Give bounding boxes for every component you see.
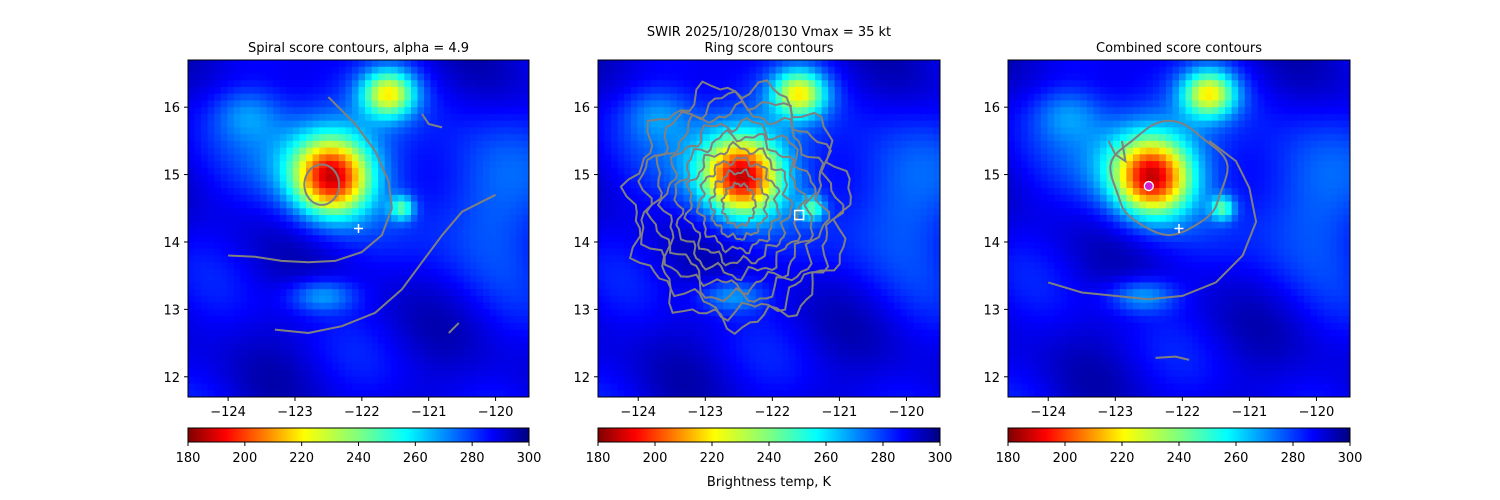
x-tick-label: −123 — [277, 405, 313, 420]
panel-title: Combined score contours — [1096, 41, 1262, 56]
contour-fragment — [1107, 140, 1127, 164]
contour-ring — [695, 156, 782, 255]
contour-combined-band — [1047, 140, 1258, 301]
colorbar-tick-label: 260 — [814, 451, 839, 466]
contour-outer-band — [274, 193, 497, 335]
colorbar-tick-label: 180 — [996, 451, 1021, 466]
colorbar-tick-label: 220 — [289, 451, 314, 466]
y-tick-label: 12 — [573, 371, 590, 386]
colorbar-tick-label: 200 — [232, 451, 257, 466]
contour-inner-loop — [303, 163, 341, 206]
score-contours — [228, 96, 497, 335]
colorbar-tick-label: 240 — [1167, 451, 1192, 466]
x-tick-label: −124 — [620, 405, 656, 420]
score-contours — [1047, 119, 1258, 361]
y-tick-label: 14 — [573, 236, 590, 251]
x-tick-label: −121 — [411, 405, 447, 420]
heatmap-image — [188, 60, 529, 397]
colorbar-tick-label: 260 — [403, 451, 428, 466]
heatmap-image — [598, 60, 940, 397]
center-square-marker — [793, 209, 805, 221]
contour-ring — [645, 100, 831, 303]
y-tick-label: 16 — [573, 101, 590, 116]
contour-ring — [683, 140, 794, 267]
y-tick-label: 13 — [573, 303, 590, 318]
colorbar-tick-label: 280 — [871, 451, 896, 466]
colorbar-tick-label: 180 — [586, 451, 611, 466]
colorbar-tick-label: 260 — [1224, 451, 1249, 466]
x-tick-label: −120 — [889, 405, 925, 420]
colorbar-tick-label: 300 — [928, 451, 953, 466]
colorbar-tick-label: 220 — [700, 451, 725, 466]
center-plus-marker — [1174, 224, 1184, 233]
colorbar-label: Brightness temp, K — [707, 475, 832, 490]
y-tick-label: 12 — [163, 371, 180, 386]
x-tick-label: −121 — [822, 405, 858, 420]
axes-frame — [187, 59, 530, 398]
colorbar-tick-label: 300 — [1338, 451, 1363, 466]
y-tick-label: 16 — [163, 101, 180, 116]
y-tick-label: 14 — [163, 236, 180, 251]
x-tick-label: −123 — [1097, 405, 1133, 420]
colorbar — [1007, 427, 1351, 443]
panel-3: Combined score contours −124 −123 −122 −121 −… — [983, 41, 1362, 466]
y-tick-label: 14 — [983, 236, 1000, 251]
colorbar-tick-label: 240 — [757, 451, 782, 466]
colorbar-tick-label: 200 — [1053, 451, 1078, 466]
colorbar-tick-label: 280 — [460, 451, 485, 466]
axes-frame — [1007, 59, 1351, 398]
colorbar-tick-label: 300 — [517, 451, 542, 466]
colorbar-tick-label: 220 — [1110, 451, 1135, 466]
colorbar-tick-label: 280 — [1281, 451, 1306, 466]
x-tick-label: −122 — [344, 405, 380, 420]
x-tick-label: −124 — [1030, 405, 1066, 420]
y-tick-label: 13 — [983, 303, 1000, 318]
x-tick-label: −123 — [687, 405, 723, 420]
contour-fragment — [1155, 355, 1190, 361]
contour-ring — [673, 128, 808, 282]
colorbar — [597, 427, 941, 443]
contour-spiral-band — [228, 96, 393, 264]
y-tick-label: 15 — [573, 169, 590, 184]
x-tick-label: −122 — [754, 405, 790, 420]
y-tick-label: 13 — [163, 303, 180, 318]
panel-2: Ring score contours −124 −123 −122 −121 −120 1… — [573, 41, 952, 466]
contour-ring — [656, 116, 817, 296]
contour-ring — [720, 181, 757, 229]
colorbar-tick-label: 180 — [176, 451, 201, 466]
axes-frame — [597, 59, 941, 398]
x-tick-label: −120 — [1299, 405, 1335, 420]
panel-1: Spiral score contours, alpha = 4.9 −124 −1… — [163, 41, 541, 466]
colorbar-tick-label: 240 — [346, 451, 371, 466]
x-tick-label: −122 — [1164, 405, 1200, 420]
center-plus-marker — [354, 224, 363, 233]
contour-fragment — [421, 113, 443, 129]
colorbar-tick-label: 200 — [643, 451, 668, 466]
panel-title: Spiral score contours, alpha = 4.9 — [248, 41, 469, 56]
x-tick-label: −124 — [210, 405, 246, 420]
x-tick-label: −120 — [478, 405, 514, 420]
heatmap-image — [1008, 60, 1350, 397]
contour-combined-loop — [1109, 119, 1229, 237]
colorbar — [187, 427, 530, 443]
panel-title: Ring score contours — [704, 41, 833, 56]
x-tick-label: −121 — [1232, 405, 1268, 420]
y-tick-label: 16 — [983, 101, 1000, 116]
center-circle-marker — [1143, 180, 1154, 192]
y-tick-label: 15 — [163, 169, 180, 184]
score-contours — [619, 79, 852, 336]
contour-ring — [708, 168, 770, 241]
figure-suptitle: SWIR 2025/10/28/0130 Vmax = 35 kt — [647, 25, 891, 40]
y-tick-label: 12 — [983, 371, 1000, 386]
y-tick-label: 15 — [983, 169, 1000, 184]
contour-fragment — [448, 322, 460, 334]
